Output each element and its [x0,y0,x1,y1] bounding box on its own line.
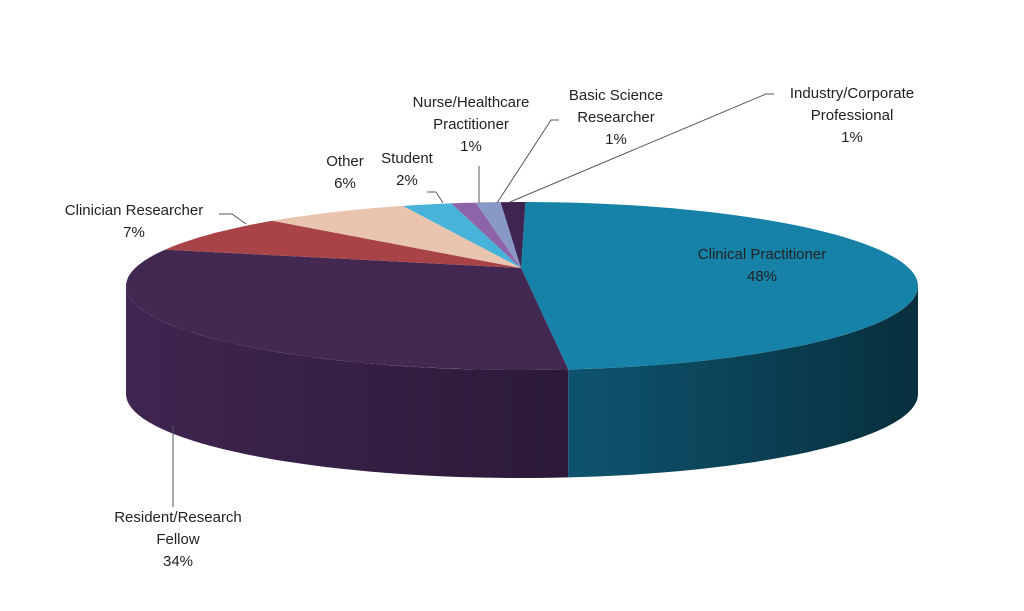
pie-slice-basic-science [475,202,521,268]
pie-sides [126,286,918,478]
data-label-clinical-practitioner: Clinical Practitioner 48% [697,246,827,285]
pie-top [126,202,918,370]
data-label-basic-science: Basic Science Researcher 1% [568,87,664,148]
pie-slice-nurse [451,202,521,268]
data-label-industry: Industry/Corporate Professional 1% [789,85,915,146]
leader-line-clinician-researcher [219,213,247,225]
pie-slice-student [402,203,521,268]
leader-line-student [427,191,444,204]
pie-slice-clinical-practitioner [521,202,918,370]
data-label-student: Student 2% [381,150,433,189]
pie-side-resident-fellow [126,286,569,478]
data-label-other: Other 6% [326,153,364,192]
pie-slice-resident-fellow [126,249,569,370]
pie-slice-other [272,205,521,268]
data-label-resident-fellow: Resident/Research Fellow 34% [114,509,242,570]
data-label-nurse: Nurse/Healthcare Practitioner 1% [412,94,530,155]
pie-slice-industry [500,202,526,268]
leader-line-industry [509,93,774,203]
pie-side-clinical-practitioner [568,286,918,478]
data-label-clinician-researcher: Clinician Researcher 7% [64,202,204,241]
leader-lines [172,93,774,507]
pie-slice-clinician-researcher [165,220,521,268]
leader-line-basic-science [496,119,559,204]
